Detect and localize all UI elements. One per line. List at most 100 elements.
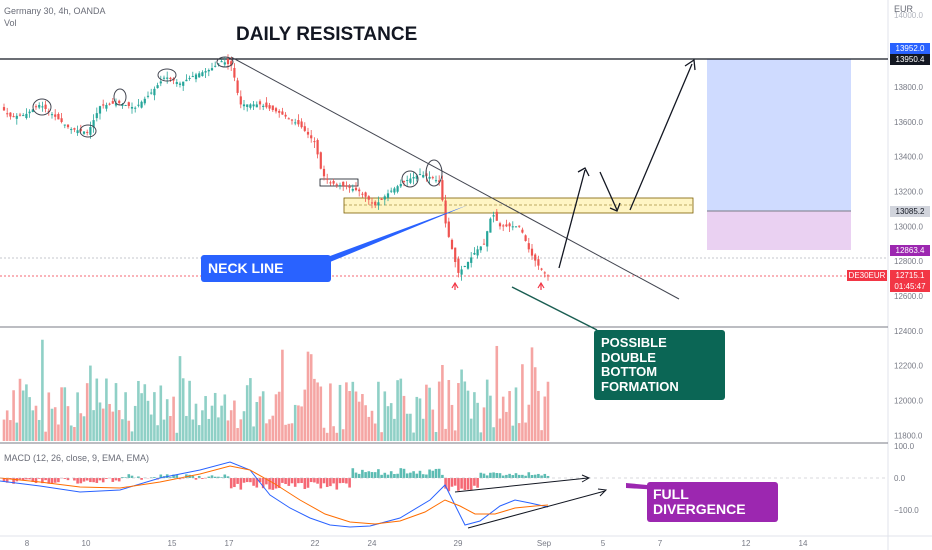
macd-hist-bar xyxy=(140,478,143,480)
neckline-zone[interactable] xyxy=(343,197,694,214)
candle-body xyxy=(18,114,22,116)
candle-body xyxy=(358,189,361,192)
macd-hist-bar xyxy=(473,478,476,486)
macd-tick-label: −100.0 xyxy=(894,506,919,515)
volume-bar xyxy=(82,416,86,441)
countdown-tag: 01:45:47 xyxy=(890,281,930,292)
volume-bar xyxy=(79,413,83,441)
divergence-arrow-upper xyxy=(454,477,589,493)
neck-line-text: NECK LINE xyxy=(208,260,284,276)
macd-hist-bar xyxy=(501,475,505,478)
candle-body xyxy=(354,187,358,191)
volume-bar xyxy=(332,426,335,441)
double-bottom-callout[interactable]: POSSIBLE DOUBLE BOTTOM FORMATION xyxy=(594,330,725,400)
volume-bar xyxy=(540,430,543,441)
candle-body xyxy=(108,103,111,105)
macd-hist-bar xyxy=(338,478,342,484)
candle-body xyxy=(287,118,290,120)
volume-bar xyxy=(210,405,214,441)
volume-bar xyxy=(293,404,297,441)
stop-zone[interactable] xyxy=(707,211,851,250)
volume-bar xyxy=(316,382,319,441)
candle-body xyxy=(169,77,172,80)
volume-bar xyxy=(274,394,278,441)
volume-bar xyxy=(399,378,403,441)
macd-hist-bar xyxy=(258,478,262,483)
consolidation-box xyxy=(319,178,359,187)
candle-body xyxy=(310,135,313,139)
volume-bar xyxy=(469,418,473,441)
full-divergence-callout[interactable]: FULL DIVERGENCE xyxy=(647,482,778,522)
candle-body xyxy=(508,223,511,227)
volume-bar xyxy=(306,351,310,441)
price-tick-label: 12600.0 xyxy=(894,292,923,301)
volume-bar xyxy=(335,432,339,441)
candle-body xyxy=(63,124,66,126)
volume-bar xyxy=(485,379,489,441)
volume-bar xyxy=(281,349,284,441)
projection-arrowhead-1 xyxy=(577,167,590,177)
volume-bar xyxy=(146,400,150,441)
candle-body xyxy=(89,127,92,135)
macd-hist-bar xyxy=(217,476,220,478)
candle-body xyxy=(268,105,271,109)
macd-hist-bar xyxy=(37,478,41,479)
macd-hist-bar xyxy=(399,468,403,478)
macd-hist-bar xyxy=(236,478,239,484)
candle-body xyxy=(521,229,524,233)
volume-bar xyxy=(76,392,79,441)
neck-line-callout[interactable]: NECK LINE xyxy=(201,255,331,282)
macd-hist-bar xyxy=(351,468,355,478)
descending-trendline[interactable] xyxy=(230,56,680,300)
volume-bar xyxy=(85,383,89,441)
volume-bar xyxy=(508,391,511,441)
double-bottom-line-2: DOUBLE xyxy=(601,349,656,365)
candle-body xyxy=(367,196,370,200)
candle-body xyxy=(76,130,79,134)
candle-body xyxy=(524,235,527,241)
volume-bar xyxy=(319,386,323,441)
volume-bar xyxy=(322,427,326,441)
macd-hist-bar xyxy=(181,478,185,479)
macd-hist-bar xyxy=(367,471,371,478)
volume-bar xyxy=(271,415,275,441)
volume-bar xyxy=(204,396,207,441)
candle-body xyxy=(294,122,297,124)
candle-body xyxy=(50,114,54,116)
full-divergence-text: FULL DIVERGENCE xyxy=(653,487,746,517)
volume-bars-group xyxy=(2,339,550,441)
candle-body xyxy=(505,224,508,227)
time-tick-label: 10 xyxy=(82,539,91,548)
candle-body xyxy=(361,193,364,195)
volume-bar xyxy=(178,356,182,441)
candle-body xyxy=(534,254,537,261)
target-zone[interactable] xyxy=(707,59,851,211)
candle-body xyxy=(249,104,252,108)
volume-bar xyxy=(261,391,265,441)
volume-bar xyxy=(517,423,521,441)
candle-body xyxy=(396,186,399,192)
stop-price-tag: 12863.4 xyxy=(890,245,930,256)
candle-body xyxy=(121,104,124,106)
volume-bar xyxy=(201,410,204,441)
volume-bar xyxy=(476,402,479,441)
macd-line xyxy=(0,461,549,528)
time-tick-label: 7 xyxy=(658,539,663,548)
volume-bar xyxy=(479,432,483,441)
volume-bar xyxy=(303,389,307,441)
volume-bar xyxy=(95,378,99,441)
candle-body xyxy=(156,85,159,89)
candle-body xyxy=(201,72,204,77)
macd-hist-bar xyxy=(50,478,54,484)
macd-hist-bar xyxy=(82,478,86,482)
volume-bar xyxy=(453,430,457,441)
volume-bar xyxy=(233,400,236,441)
macd-hist-bar xyxy=(127,474,131,478)
volume-bar xyxy=(162,419,166,441)
volume-bar xyxy=(229,410,233,441)
candle-body xyxy=(527,243,530,250)
volume-bar xyxy=(357,401,361,441)
macd-hist-bar xyxy=(66,478,70,481)
macd-label: MACD (12, 26, close, 9, EMA, EMA) xyxy=(4,453,150,463)
